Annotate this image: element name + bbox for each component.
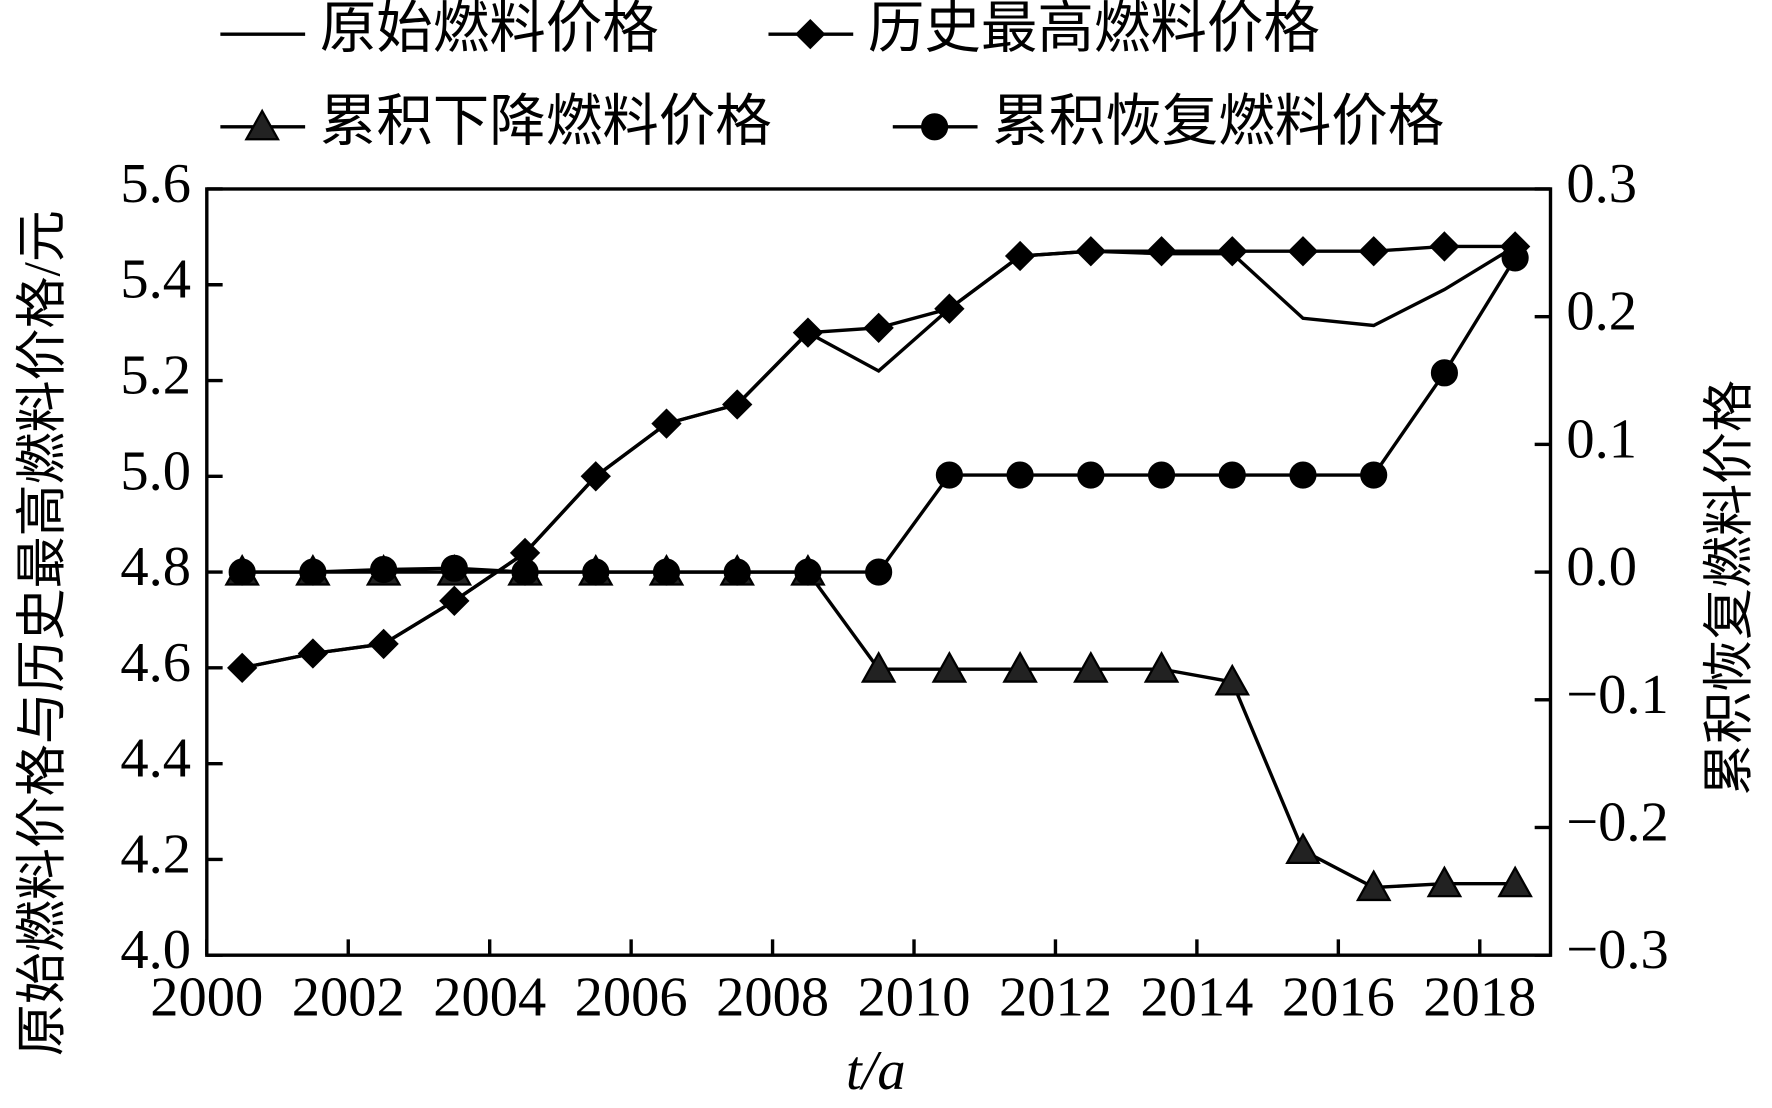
y-tick-label: 4.6	[120, 632, 191, 694]
y-tick-label: 4.4	[120, 728, 191, 790]
legend-label: 历史最高燃料价格	[868, 0, 1320, 60]
marker	[1077, 461, 1105, 489]
marker	[865, 558, 893, 586]
x-tick-label: 2016	[1282, 967, 1395, 1029]
x-tick-label: 2008	[716, 967, 829, 1029]
x-tick-label: 2018	[1423, 967, 1536, 1029]
marker	[935, 461, 963, 489]
y-tick-label: 5.0	[120, 440, 191, 502]
y-tick-label: 4.8	[120, 536, 191, 598]
marker	[228, 558, 256, 586]
marker	[1002, 651, 1038, 683]
marker	[792, 317, 824, 348]
marker	[227, 652, 258, 684]
y-axis-label: 原始燃料价格与历史最高燃料价格/元	[14, 210, 71, 1056]
y-tick-label: 4.2	[120, 823, 191, 885]
y2-tick-label: −0.3	[1566, 919, 1669, 981]
marker	[1075, 236, 1106, 267]
marker	[863, 312, 894, 344]
marker	[931, 651, 968, 683]
marker	[1218, 461, 1246, 489]
marker	[1430, 359, 1458, 387]
x-axis-label: t/a	[846, 1040, 906, 1102]
marker	[1497, 865, 1533, 898]
y-tick-label: 5.6	[120, 153, 191, 215]
marker	[370, 555, 398, 584]
y-tick-label: 5.2	[120, 344, 191, 406]
x-tick-label: 2014	[1140, 967, 1253, 1029]
x-tick-label: 2000	[150, 967, 263, 1029]
series-line	[242, 257, 1517, 574]
marker	[934, 293, 965, 324]
marker	[511, 558, 539, 586]
marker	[1214, 663, 1251, 696]
y2-tick-label: 0.3	[1566, 153, 1637, 215]
y-tick-label: 5.4	[120, 249, 191, 311]
y2-tick-label: 0.0	[1566, 536, 1637, 598]
marker	[921, 113, 949, 141]
marker	[1355, 869, 1392, 902]
marker	[244, 108, 280, 141]
y2-tick-label: −0.1	[1566, 664, 1669, 726]
marker	[1146, 236, 1177, 267]
marker	[440, 554, 468, 582]
marker	[1426, 865, 1463, 898]
marker	[297, 638, 329, 669]
marker	[1006, 461, 1034, 489]
marker	[1429, 231, 1460, 262]
x-tick-label: 2012	[999, 967, 1112, 1029]
marker	[1360, 461, 1388, 489]
marker	[368, 628, 399, 660]
series-line	[241, 244, 1517, 670]
legend-label: 原始燃料价格	[320, 0, 659, 60]
x-tick-label: 2004	[433, 967, 546, 1029]
marker	[1287, 236, 1319, 267]
marker	[1004, 240, 1036, 272]
marker	[860, 651, 897, 683]
marker	[1073, 651, 1109, 683]
marker	[1289, 461, 1317, 489]
marker	[723, 558, 751, 586]
marker	[1358, 236, 1389, 267]
marker	[1217, 236, 1248, 267]
y2-tick-label: 0.1	[1566, 408, 1637, 470]
marker	[795, 18, 826, 50]
marker	[580, 461, 611, 492]
marker	[299, 558, 327, 586]
legend-label: 累积恢复燃料价格	[992, 91, 1444, 153]
marker	[652, 558, 681, 586]
series-line	[241, 244, 1516, 670]
y-tick-label: 4.0	[120, 919, 191, 981]
y2-tick-label: 0.2	[1566, 281, 1637, 343]
x-tick-label: 2010	[858, 967, 971, 1029]
marker	[439, 585, 470, 616]
marker	[1147, 461, 1176, 489]
marker	[582, 558, 610, 586]
legend-label: 累积下降燃料价格	[320, 91, 772, 153]
x-tick-label: 2002	[292, 967, 405, 1029]
marker	[1143, 651, 1180, 683]
marker	[794, 558, 822, 586]
marker	[651, 408, 682, 439]
marker	[1285, 832, 1321, 865]
x-tick-label: 2006	[575, 967, 688, 1029]
marker	[1501, 244, 1529, 272]
y2-axis-label: 累积恢复燃料价格	[1702, 380, 1759, 796]
y2-tick-label: −0.2	[1566, 791, 1669, 853]
series-line	[242, 570, 1516, 890]
marker	[722, 389, 753, 420]
